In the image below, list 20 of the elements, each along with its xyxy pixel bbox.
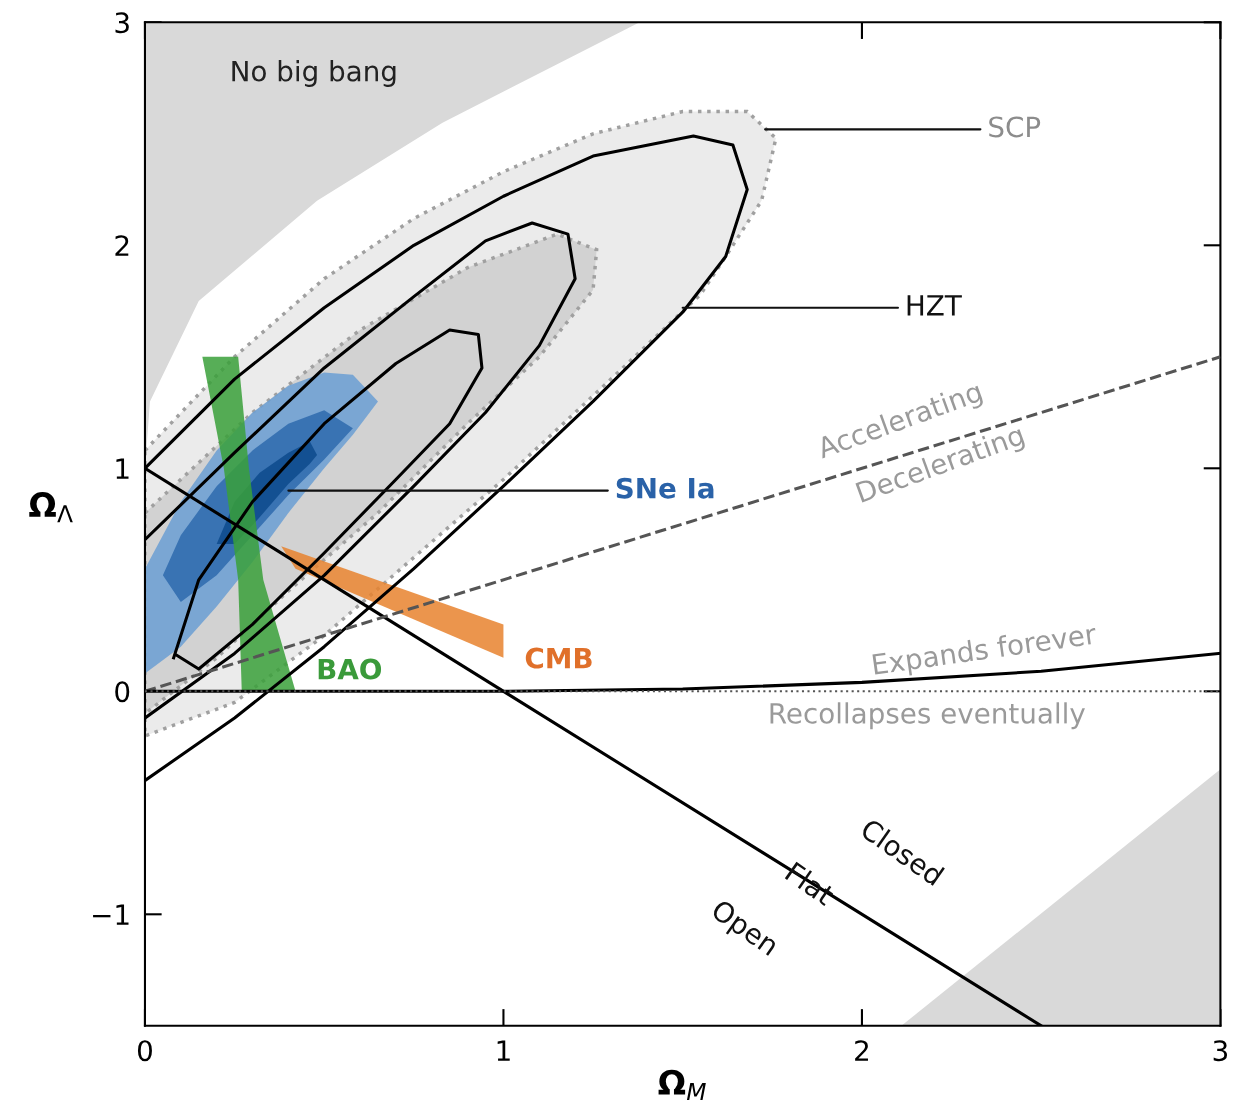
y-tick-label: 3 xyxy=(115,12,129,34)
annotation: Recollapses eventually xyxy=(770,702,1085,730)
x-tick-label: 2 xyxy=(855,1040,868,1061)
y-tick-label: −1 xyxy=(93,904,129,925)
x-tick-label: 0 xyxy=(137,1040,152,1062)
x-tick-label: 1 xyxy=(497,1040,510,1061)
y-tick-label: 2 xyxy=(115,235,129,256)
annotation: Expands forever xyxy=(872,622,1098,681)
annotation: Flat xyxy=(784,861,837,907)
annotation: HZT xyxy=(907,295,962,316)
y-tick-label: 1 xyxy=(116,458,129,479)
x-axis-title: Ω$_{M}$ xyxy=(658,1069,706,1100)
y-tick-label: 0 xyxy=(115,681,130,703)
y-axis-title: Ω$_{Λ}$ xyxy=(29,492,73,523)
annotation: BAO xyxy=(318,658,382,680)
annotation: No big bang xyxy=(232,60,396,87)
annotation: SNe Ia xyxy=(616,477,714,499)
annotation: SCP xyxy=(989,116,1041,138)
x-tick-label: 3 xyxy=(1213,1040,1228,1062)
annotation: CMB xyxy=(525,647,592,669)
